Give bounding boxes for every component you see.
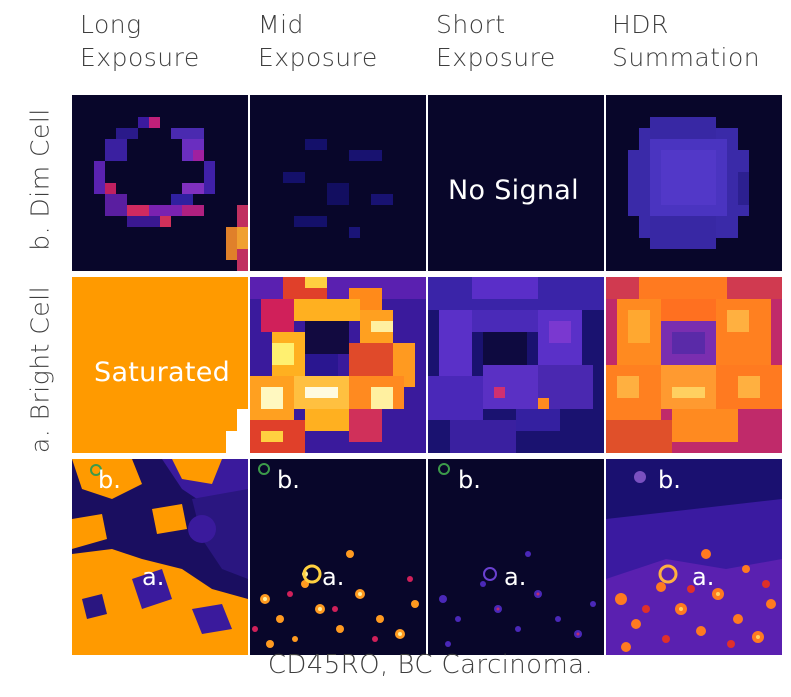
- saturated-label: Saturated: [94, 357, 231, 388]
- tile-bright-mid: [250, 277, 426, 453]
- tile-bright-long: Saturated: [72, 277, 248, 453]
- image-dim-mid: [250, 95, 426, 271]
- column-header-line2: Exposure: [436, 43, 556, 72]
- row-header-bright: a. Bright Cell: [25, 285, 55, 454]
- image-overview-mid: [250, 459, 426, 655]
- roi-label-a-mid: a.: [322, 563, 345, 591]
- image-bright-short: [428, 277, 604, 453]
- image-dim-hdr: [606, 95, 782, 271]
- tile-dim-hdr: [606, 95, 782, 271]
- row-header-dim: b. Dim Cell: [25, 108, 55, 251]
- image-dim-long: [72, 95, 248, 271]
- column-header-line2: Exposure: [80, 43, 200, 72]
- roi-label-a-long: a.: [142, 563, 165, 591]
- image-dim-short: [428, 95, 604, 271]
- tile-overview-long: [72, 459, 248, 655]
- tile-dim-mid: [250, 95, 426, 271]
- roi-label-a-hdr: a.: [692, 563, 715, 591]
- column-header-mid: Mid Exposure: [258, 8, 378, 74]
- tile-bright-short: [428, 277, 604, 453]
- tile-overview-mid: [250, 459, 426, 655]
- column-header-short: Short Exposure: [436, 8, 556, 74]
- roi-b-marker-mid: [258, 463, 270, 475]
- column-header-long: Long Exposure: [80, 8, 200, 74]
- roi-label-b-hdr: b.: [658, 466, 681, 494]
- no-signal-label: No Signal: [448, 175, 579, 206]
- column-header-line1: Short: [436, 10, 506, 39]
- image-overview-long: [72, 459, 248, 655]
- roi-label-b-short: b.: [458, 466, 481, 494]
- image-overview-short: [428, 459, 604, 655]
- tile-overview-short: [428, 459, 604, 655]
- image-bright-hdr: [606, 277, 782, 453]
- roi-b-marker-long: [90, 464, 102, 476]
- column-header-line2: Summation: [612, 43, 761, 72]
- tile-dim-long: [72, 95, 248, 271]
- column-header-line2: Exposure: [258, 43, 378, 72]
- roi-label-b-mid: b.: [277, 466, 300, 494]
- roi-b-marker-short: [438, 463, 450, 475]
- tile-overview-hdr: [606, 459, 782, 655]
- image-bright-long: [72, 277, 248, 453]
- tile-bright-hdr: [606, 277, 782, 453]
- image-bright-mid: [250, 277, 426, 453]
- column-header-line1: Mid: [258, 10, 304, 39]
- column-header-line1: HDR: [612, 10, 669, 39]
- figure-caption: CD45RO, BC Carcinoma.: [267, 650, 594, 680]
- tile-dim-short: No Signal: [428, 95, 604, 271]
- image-overview-hdr: [606, 459, 782, 655]
- roi-label-b-long: b.: [98, 466, 121, 494]
- roi-label-a-short: a.: [504, 563, 527, 591]
- column-header-hdr: HDR Summation: [612, 8, 760, 74]
- column-header-line1: Long: [80, 10, 142, 39]
